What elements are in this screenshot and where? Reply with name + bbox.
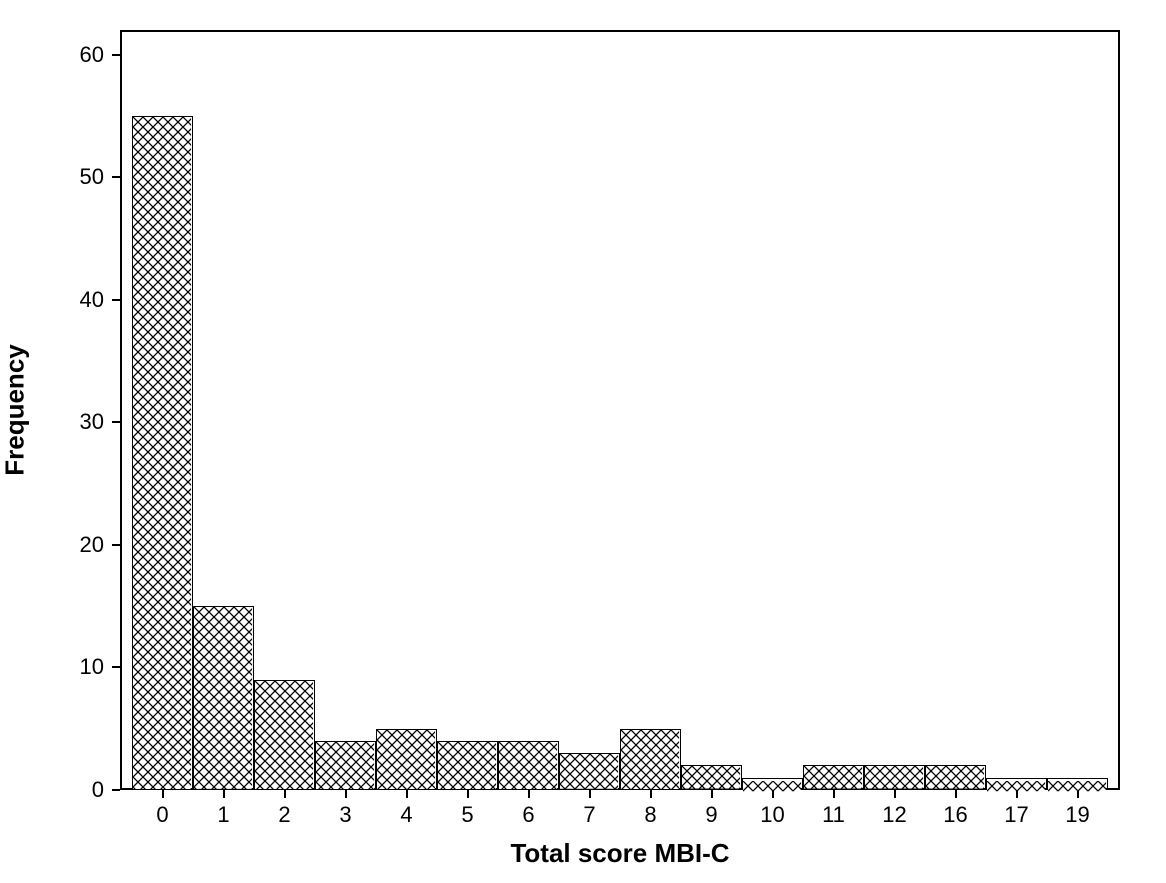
bar bbox=[193, 606, 253, 790]
bar bbox=[620, 729, 680, 790]
bar-fill bbox=[865, 766, 923, 789]
x-tick-label: 19 bbox=[1065, 802, 1089, 828]
x-tick-label: 2 bbox=[278, 802, 290, 828]
bar bbox=[315, 741, 375, 790]
x-tick-label: 10 bbox=[760, 802, 784, 828]
y-tick-mark bbox=[112, 666, 120, 668]
bar-fill bbox=[1048, 781, 1106, 791]
y-tick-mark bbox=[112, 176, 120, 178]
bar-fill bbox=[499, 742, 557, 789]
bar bbox=[742, 778, 802, 790]
y-axis-label: Frequency bbox=[0, 344, 31, 476]
y-tick-mark bbox=[112, 299, 120, 301]
histogram-chart: Frequency Total score MBI-C 010203040506… bbox=[0, 0, 1166, 883]
x-tick-label: 12 bbox=[882, 802, 906, 828]
bar-fill bbox=[377, 730, 435, 789]
x-tick-label: 17 bbox=[1004, 802, 1028, 828]
bar bbox=[864, 765, 924, 790]
x-tick-label: 8 bbox=[644, 802, 656, 828]
y-tick-label: 40 bbox=[52, 287, 104, 313]
bar-fill bbox=[926, 766, 984, 789]
y-tick-label: 60 bbox=[52, 42, 104, 68]
x-tick-label: 6 bbox=[522, 802, 534, 828]
bar-fill bbox=[621, 730, 679, 789]
x-tick-label: 1 bbox=[217, 802, 229, 828]
bar bbox=[498, 741, 558, 790]
bar bbox=[925, 765, 985, 790]
y-tick-label: 10 bbox=[52, 654, 104, 680]
x-tick-label: 7 bbox=[583, 802, 595, 828]
y-tick-mark bbox=[112, 544, 120, 546]
x-tick-mark bbox=[284, 790, 286, 798]
x-tick-label: 9 bbox=[705, 802, 717, 828]
x-tick-mark bbox=[833, 790, 835, 798]
bar bbox=[681, 765, 741, 790]
x-tick-mark bbox=[894, 790, 896, 798]
x-tick-mark bbox=[162, 790, 164, 798]
x-tick-label: 4 bbox=[400, 802, 412, 828]
y-tick-label: 30 bbox=[52, 409, 104, 435]
bar bbox=[559, 753, 619, 790]
y-tick-label: 50 bbox=[52, 164, 104, 190]
plot-area bbox=[120, 30, 1120, 790]
bar-fill bbox=[194, 607, 252, 789]
bar-fill bbox=[804, 766, 862, 789]
x-tick-label: 3 bbox=[339, 802, 351, 828]
y-tick-mark bbox=[112, 421, 120, 423]
x-tick-mark bbox=[223, 790, 225, 798]
x-tick-label: 0 bbox=[156, 802, 168, 828]
x-tick-mark bbox=[345, 790, 347, 798]
bar-fill bbox=[133, 117, 191, 789]
bar bbox=[1047, 778, 1107, 790]
bar-fill bbox=[682, 766, 740, 789]
bar-fill bbox=[255, 681, 313, 789]
bar-fill bbox=[743, 781, 801, 791]
x-tick-mark bbox=[650, 790, 652, 798]
bar-fill bbox=[560, 754, 618, 789]
x-tick-mark bbox=[711, 790, 713, 798]
bar-fill bbox=[438, 742, 496, 789]
bar-fill bbox=[316, 742, 374, 789]
bar bbox=[803, 765, 863, 790]
bar bbox=[437, 741, 497, 790]
y-tick-label: 0 bbox=[52, 777, 104, 803]
bar bbox=[254, 680, 314, 790]
y-tick-label: 20 bbox=[52, 532, 104, 558]
y-tick-mark bbox=[112, 789, 120, 791]
x-tick-mark bbox=[467, 790, 469, 798]
x-tick-mark bbox=[589, 790, 591, 798]
y-tick-mark bbox=[112, 54, 120, 56]
bar bbox=[376, 729, 436, 790]
bar bbox=[132, 116, 192, 790]
x-tick-label: 16 bbox=[943, 802, 967, 828]
x-tick-mark bbox=[406, 790, 408, 798]
x-tick-label: 5 bbox=[461, 802, 473, 828]
x-tick-label: 11 bbox=[822, 802, 845, 828]
x-tick-mark bbox=[955, 790, 957, 798]
bar-fill bbox=[987, 781, 1045, 791]
x-axis-label: Total score MBI-C bbox=[510, 838, 729, 869]
bar bbox=[986, 778, 1046, 790]
x-tick-mark bbox=[528, 790, 530, 798]
